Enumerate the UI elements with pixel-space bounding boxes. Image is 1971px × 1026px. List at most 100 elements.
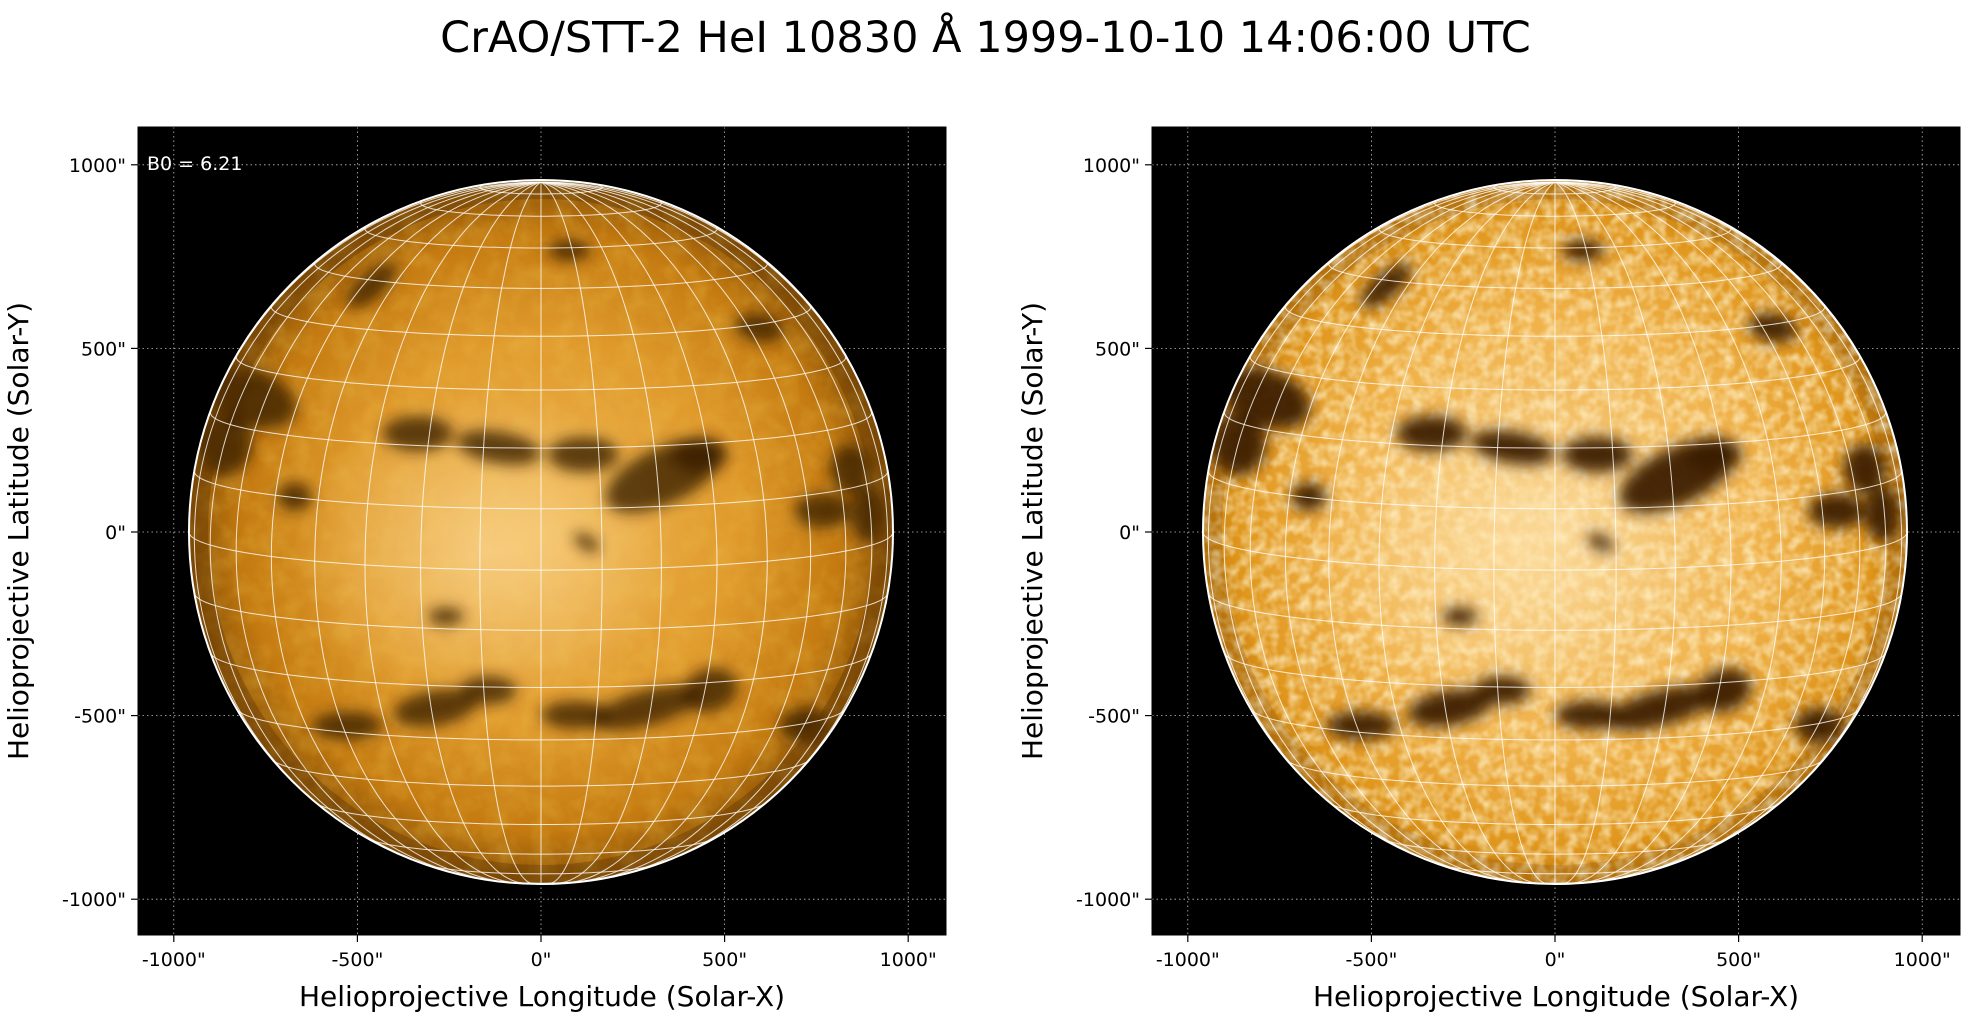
dark-feature <box>382 415 453 452</box>
y-tick-label: 1000" <box>1083 155 1140 177</box>
parallel-line <box>270 305 812 337</box>
x-axis-title: Helioprojective Longitude (Solar-X) <box>1313 980 1799 1013</box>
dark-feature <box>393 689 478 727</box>
parallel-line <box>1207 471 1903 510</box>
meridian-line <box>1328 181 1556 883</box>
parallel-line <box>272 759 810 787</box>
dark-feature <box>794 493 851 529</box>
x-tick-label: 1000" <box>1894 949 1951 971</box>
dark-feature <box>574 533 600 552</box>
dark-feature <box>1562 436 1633 473</box>
dark-feature <box>460 676 517 705</box>
dark-regions <box>1210 239 1900 744</box>
meridian-line <box>193 181 542 827</box>
dark-feature <box>1291 482 1327 511</box>
y-tick-label: 1000" <box>69 155 126 177</box>
parallel-line <box>314 261 768 289</box>
meridian-line <box>1378 181 1556 884</box>
dark-feature <box>346 263 398 309</box>
dark-feature <box>671 436 728 473</box>
parallel-line <box>1434 199 1676 217</box>
heliographic-grid <box>1203 181 1907 884</box>
solar-panel-right: -1000" -500" 0" 500" 1000" 1000" 500" 0" -500" -1… <box>1016 126 1961 1013</box>
dark-feature <box>1588 533 1614 552</box>
dark-feature <box>1696 668 1752 713</box>
meridian-line <box>1554 181 1861 877</box>
meridian-line <box>540 181 812 882</box>
parallel-line <box>237 710 845 741</box>
meridian-line <box>540 181 603 884</box>
parallel-line <box>210 653 872 689</box>
meridian-line <box>540 181 847 877</box>
dark-feature <box>541 700 612 730</box>
x-axis-title: Helioprojective Longitude (Solar-X) <box>299 980 785 1013</box>
meridian-line <box>540 181 718 884</box>
parallel-line <box>1286 759 1824 787</box>
dark-feature <box>1562 239 1605 261</box>
dark-feature <box>1474 676 1531 705</box>
meridian-line <box>314 181 542 883</box>
dark-feature <box>548 239 591 261</box>
figure-title: CrAO/STT-2 HeI 10830 Å 1999-10-10 14:06:… <box>440 13 1531 63</box>
parallel-line <box>1208 594 1902 631</box>
x-tick-label: 0" <box>1545 949 1566 971</box>
dark-feature <box>1326 711 1397 740</box>
dark-feature <box>312 711 383 740</box>
y-tick-label: 500" <box>1095 338 1140 360</box>
parallel-line <box>1493 183 1617 195</box>
meridian-line <box>364 181 542 884</box>
meridian-line <box>1434 181 1556 884</box>
x-tick-label: 500" <box>1716 949 1761 971</box>
parallel-line <box>426 864 656 875</box>
parallel-line <box>368 838 714 855</box>
parallel-line <box>1251 710 1859 741</box>
parallel-line <box>1224 653 1886 689</box>
meridian-line <box>1554 181 1887 870</box>
dark-feature <box>1407 689 1492 727</box>
meridian-line <box>540 181 768 883</box>
parallel-line <box>235 355 847 391</box>
parallel-line <box>1440 864 1670 875</box>
meridian-line <box>1223 181 1556 870</box>
axes-frame <box>1151 126 1961 936</box>
meridian-line <box>1554 181 1617 884</box>
dark-feature <box>1685 436 1742 473</box>
y-tick-label: -500" <box>74 706 126 728</box>
parallel-line <box>193 471 889 510</box>
x-tick-label: -500" <box>331 949 383 971</box>
y-tick-label: -1000" <box>1076 889 1140 911</box>
parallel-line <box>1249 355 1861 391</box>
meridian-line <box>270 181 542 882</box>
meridian-line <box>540 181 889 827</box>
y-tick-label: -500" <box>1088 706 1140 728</box>
meridian-line <box>1207 181 1556 827</box>
parallel-line <box>194 594 888 631</box>
dark-feature <box>1808 493 1865 529</box>
heliographic-grid <box>189 181 893 884</box>
parallel-line <box>479 183 603 195</box>
meridian-line <box>1284 181 1556 882</box>
solar-limb <box>1202 179 1908 885</box>
dark-feature <box>277 482 313 511</box>
dark-feature <box>592 685 702 731</box>
parallel-line <box>1382 838 1728 855</box>
dark-feature <box>1396 415 1468 452</box>
x-tick-label: -500" <box>1345 949 1397 971</box>
x-tick-label: 500" <box>702 949 747 971</box>
parallel-line <box>1223 412 1887 449</box>
parallel-line <box>364 225 718 249</box>
dark-feature <box>1748 313 1798 343</box>
meridian-line <box>1554 181 1676 884</box>
y-axis-title: Helioprojective Latitude (Solar-Y) <box>2 302 35 760</box>
dark-feature <box>428 607 464 626</box>
dark-feature <box>1555 700 1626 730</box>
meridian-line <box>1554 181 1903 827</box>
meridian-line <box>235 181 542 877</box>
parallel-line <box>189 531 893 571</box>
b0-annotation: B0 = 6.21 <box>147 153 242 175</box>
dark-feature <box>850 486 886 543</box>
y-tick-label: -1000" <box>62 889 126 911</box>
y-tick-label: 500" <box>81 338 126 360</box>
meridian-line <box>540 181 662 884</box>
